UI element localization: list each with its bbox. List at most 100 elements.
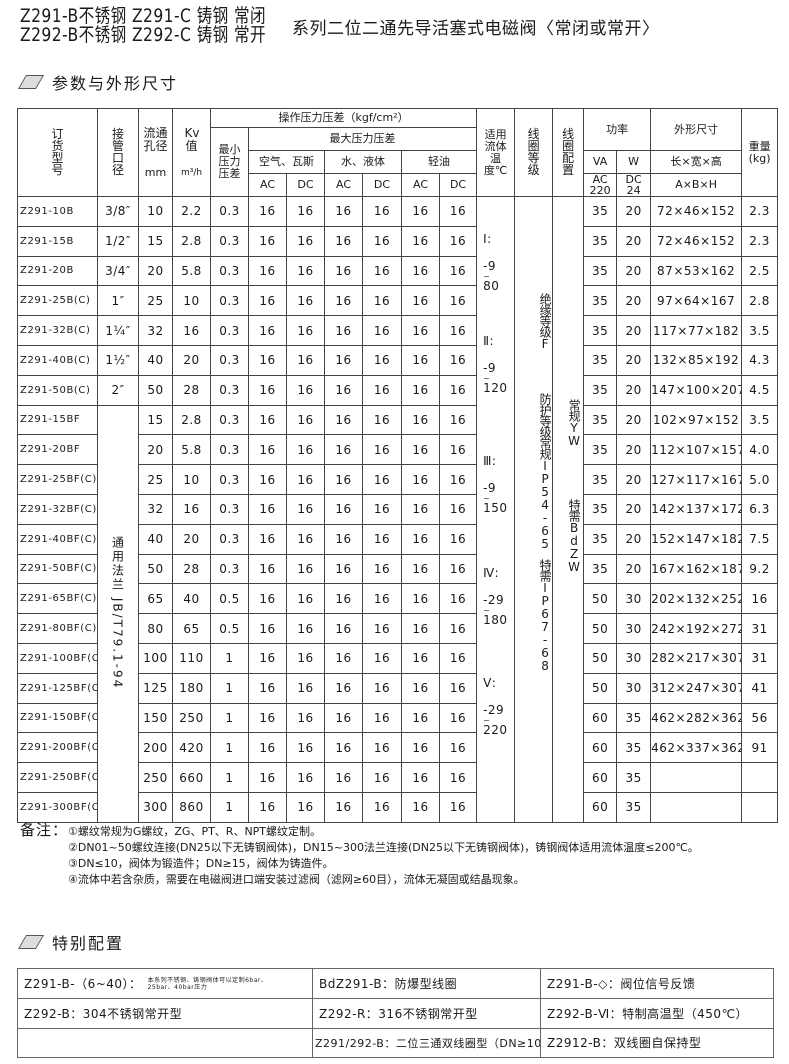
cell-bore: 32: [138, 315, 173, 346]
cell-kv: 28: [172, 553, 211, 585]
cell-max-pressure: 16: [248, 791, 287, 823]
header-dc: DC: [362, 173, 402, 197]
cell-model: Z291-200BF(C): [17, 732, 98, 764]
cell-max-pressure: 16: [324, 255, 363, 287]
cell-power-w: 20: [616, 434, 652, 466]
cell-weight: 7.5: [741, 523, 779, 555]
cell-max-pressure: 16: [286, 642, 325, 674]
insulation-text: 防护等级常规IP54-65: [538, 393, 553, 550]
cell-max-pressure: 16: [286, 791, 325, 823]
cell-max-pressure: 16: [248, 762, 287, 793]
temp-grade-low: -29: [483, 593, 505, 607]
cell-min-pressure: 1: [210, 732, 249, 764]
temp-grade-sep: ~: [483, 272, 491, 281]
header-bore: 流通孔径 mm: [138, 108, 173, 197]
cell-model: Z291-15BF: [17, 404, 98, 436]
cell-max-pressure: 16: [286, 702, 325, 734]
cell-kv: 250: [172, 702, 211, 734]
cell-kv: 10: [172, 285, 211, 317]
cell-max-pressure: 16: [362, 404, 402, 436]
cell-model: Z291-10B: [17, 196, 98, 227]
cell-max-pressure: 16: [438, 672, 478, 704]
cell-kv: 20: [172, 523, 211, 555]
cell-max-pressure: 16: [438, 255, 478, 287]
temp-grade-high: 80: [483, 279, 500, 293]
cell-min-pressure: 0.3: [210, 344, 249, 376]
temp-grade-low: -9: [483, 361, 497, 375]
cell-bore: 200: [138, 732, 173, 764]
config-row: Z292-B：304不锈钢常开型 Z292-R：316不锈钢常开型 Z292-B…: [17, 997, 774, 1029]
cell-power-va: 35: [583, 285, 618, 317]
cell-dimensions: [650, 791, 743, 823]
table-row: Z291-15BF 通用法兰 JB/T79.1-94 15 2.8 0.3 16 16 16 1…: [17, 404, 779, 823]
cell-max-pressure: 16: [362, 702, 402, 734]
cell-max-pressure: 16: [438, 196, 478, 227]
cell-max-pressure: 16: [362, 285, 402, 317]
cell-max-pressure: 16: [438, 434, 478, 466]
table-row: Z291-125BF(C) 125 180 1 16 16 16 16 16 16 50 30 312×…: [17, 672, 779, 704]
config-cell: [17, 1027, 313, 1059]
cell-weight: 4.0: [741, 434, 779, 466]
cell-max-pressure: 16: [324, 434, 363, 466]
cell-max-pressure: 16: [286, 404, 325, 436]
temp-grade-grade: Ⅲ:: [483, 454, 497, 468]
table-row: Z291-200BF(C) 200 420 1 16 16 16 16 16 16 60 35 462×…: [17, 732, 779, 764]
cell-max-pressure: 16: [362, 344, 402, 376]
cell-port: 3/4″: [97, 255, 139, 287]
cell-model: Z291-300BF(C): [17, 791, 98, 823]
cell-model: Z291-40B(C): [17, 344, 98, 376]
cell-bore: 15: [138, 404, 173, 436]
cell-bore: 50: [138, 553, 173, 585]
cell-max-pressure: 16: [248, 315, 287, 346]
cell-power-va: 35: [583, 434, 618, 466]
cell-min-pressure: 0.3: [210, 255, 249, 287]
cell-max-pressure: 16: [286, 583, 325, 615]
temp-grade-sep: ~: [483, 374, 491, 383]
cell-max-pressure: 16: [286, 523, 325, 555]
cell-kv: 16: [172, 315, 211, 346]
config-cell: Z291/292-B：二位三通双线圈型（DN≥10）: [312, 1027, 541, 1059]
cell-weight: 56: [741, 702, 779, 734]
cell-max-pressure: 16: [248, 553, 287, 585]
cell-max-pressure: 16: [286, 255, 325, 287]
cell-model: Z291-150BF(C): [17, 702, 98, 734]
cell-kv: 110: [172, 642, 211, 674]
header-air: 空气、瓦斯: [248, 150, 325, 174]
cell-power-va: 35: [583, 225, 618, 257]
cell-max-pressure: 16: [286, 344, 325, 376]
cell-max-pressure: 16: [438, 732, 478, 764]
cell-power-w: 30: [616, 583, 652, 615]
cell-model: Z291-250BF(C): [17, 762, 98, 793]
cell-min-pressure: 0.3: [210, 225, 249, 257]
coil-config-text: 特需BdZW: [567, 499, 582, 573]
cell-max-pressure: 16: [401, 613, 440, 644]
cell-port: 2″: [97, 374, 139, 406]
cell-power-w: 20: [616, 464, 652, 495]
cell-port: 3/8″: [97, 196, 139, 227]
cell-max-pressure: 16: [362, 225, 402, 257]
cell-power-w: 35: [616, 762, 652, 793]
cell-bore: 150: [138, 702, 173, 734]
cell-kv: 40: [172, 583, 211, 615]
cell-max-pressure: 16: [248, 702, 287, 734]
cell-max-pressure: 16: [362, 434, 402, 466]
temp-grade-sep: ~: [483, 716, 491, 725]
cell-max-pressure: 16: [324, 791, 363, 823]
cell-max-pressure: 16: [438, 225, 478, 257]
table-row: Z291-10B 3/8″ 10 2.2 0.3 16 16 16 16 16 16 Ⅰ: -9 ~80 Ⅱ…: [17, 196, 779, 823]
cell-dimensions: 152×147×182: [650, 523, 743, 555]
cell-max-pressure: 16: [401, 315, 440, 346]
cell-min-pressure: 0.3: [210, 374, 249, 406]
cell-power-va: 60: [583, 702, 618, 734]
cell-power-va: 50: [583, 583, 618, 615]
cell-bore: 40: [138, 344, 173, 376]
cell-power-w: 20: [616, 553, 652, 585]
cell-max-pressure: 16: [324, 762, 363, 793]
temp-grade: Ⅴ: -29 ~220: [478, 677, 514, 737]
cell-model: Z291-100BF(C): [17, 642, 98, 674]
cell-max-pressure: 16: [248, 434, 287, 466]
cell-max-pressure: 16: [248, 642, 287, 674]
cell-kv: 180: [172, 672, 211, 704]
temp-grade-low: -9: [483, 259, 497, 273]
cell-kv: 420: [172, 732, 211, 764]
